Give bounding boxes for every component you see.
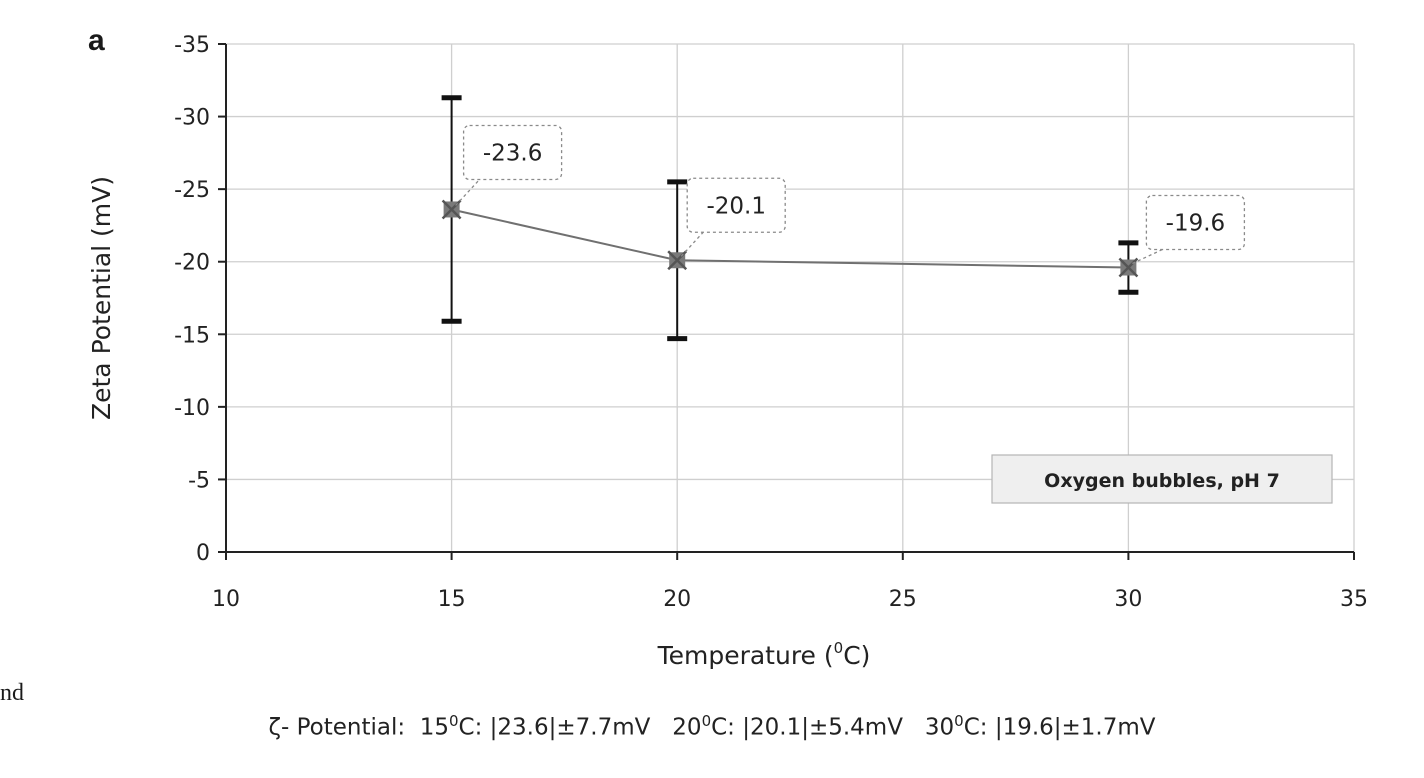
data-label: -23.6	[455, 124, 563, 206]
annotation-box: Oxygen bubbles, pH 7	[991, 454, 1333, 504]
y-tick-label: -5	[188, 468, 210, 493]
x-tick-label: 10	[212, 587, 240, 612]
data-label: -20.1	[680, 177, 786, 257]
panel-letter: a	[88, 24, 105, 57]
x-axis-title-main: Temperature (	[657, 641, 834, 670]
footer-sup-2: 0	[701, 712, 712, 730]
footer-summary: ζ- Potential: 150C: |23.6|±7.7mV 200C: |…	[0, 712, 1424, 741]
annotation-box-bg	[991, 454, 1333, 504]
y-tick-label: -20	[174, 251, 210, 276]
footer-segment-3: C: |19.6|±1.7mV	[963, 714, 1156, 741]
y-tick-label: -25	[174, 178, 210, 203]
x-tick-label: 35	[1340, 587, 1368, 612]
x-tick-label: 20	[663, 587, 691, 612]
axes	[218, 43, 1355, 560]
data-label-box	[462, 124, 563, 181]
data-labels: -23.6 -20.1 -19.6	[455, 124, 1246, 265]
data-label-box	[686, 177, 786, 233]
data-label-text: -19.6	[1166, 211, 1226, 237]
x-tick-label: 30	[1114, 587, 1142, 612]
annotation-text: Oxygen bubbles, pH 7	[1044, 470, 1280, 492]
x-axis-title: Temperature (0C)	[657, 639, 871, 670]
x-axis-title-sup: 0	[834, 639, 844, 657]
data-label-box	[1145, 194, 1246, 251]
footer-segment-1: C: |23.6|±7.7mV 20	[458, 714, 702, 741]
data-label-text: -23.6	[483, 140, 543, 166]
y-tick-label: -30	[174, 106, 210, 131]
footer-segment-2: C: |20.1|±5.4mV 30	[711, 714, 955, 741]
x-tick-label: 25	[889, 587, 917, 612]
data-series	[441, 95, 1139, 342]
y-tick-label: 0	[196, 541, 210, 566]
stray-text: nd	[0, 680, 24, 706]
data-point	[441, 199, 462, 220]
series-line	[451, 208, 1129, 269]
y-tick-label: -15	[174, 323, 210, 348]
y-axis-title: Zeta Potential (mV)	[87, 176, 116, 420]
data-point-cross-b	[1118, 257, 1139, 278]
x-tick-label: 15	[438, 587, 466, 612]
data-label-text: -20.1	[706, 193, 766, 219]
data-label: -19.6	[1132, 194, 1246, 265]
footer-sup-3: 0	[954, 712, 964, 730]
data-point	[1118, 257, 1139, 278]
footer-sup-1: 0	[449, 712, 459, 730]
x-axis-title-tail: C)	[843, 641, 870, 670]
tick-labels: 0 -5 -10 -15 -20 -25 -30 -35 10 15 20 25 30 35	[174, 33, 1368, 612]
footer-prefix: ζ- Potential: 15	[268, 714, 449, 741]
y-tick-label: -10	[174, 396, 210, 421]
y-tick-label: -35	[174, 33, 210, 58]
data-point	[667, 250, 688, 271]
